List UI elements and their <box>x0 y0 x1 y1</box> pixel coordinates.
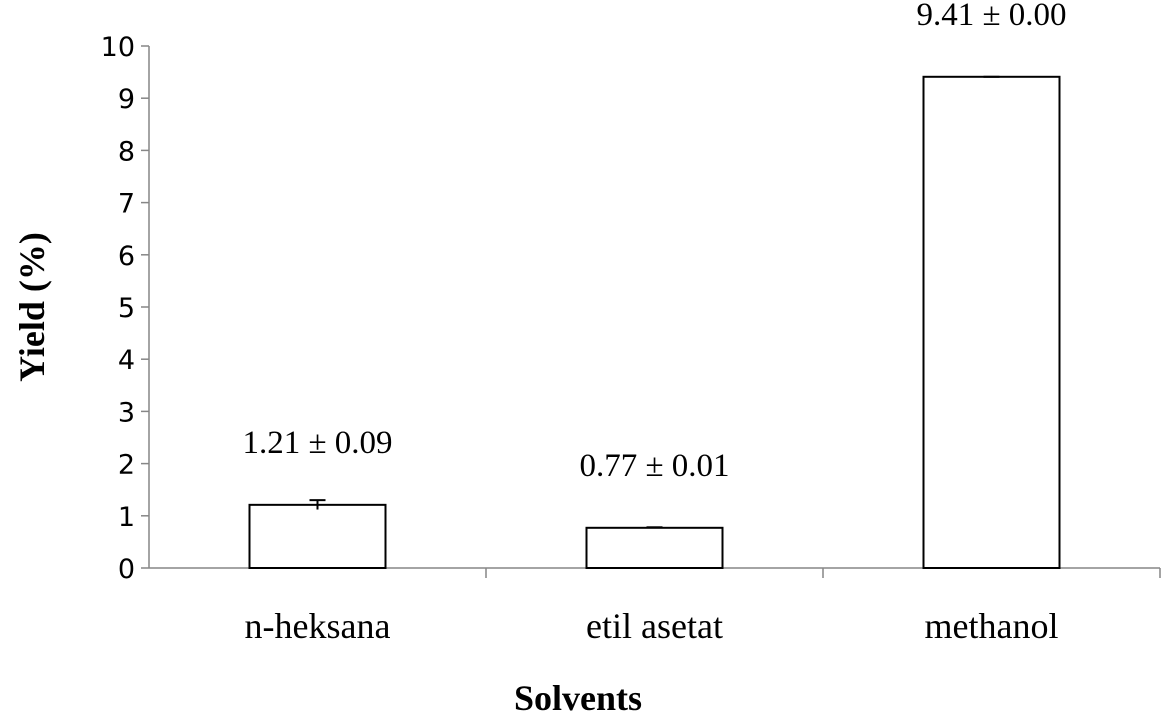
y-tick-label: 8 <box>118 136 135 167</box>
bars-group <box>248 75 1061 570</box>
category-label: n-heksana <box>245 606 391 646</box>
y-tick-label: 2 <box>118 450 135 481</box>
bar <box>585 526 724 570</box>
y-tick-label: 5 <box>118 293 135 324</box>
y-tick-label: 0 <box>118 554 135 585</box>
x-axis-title: Solvents <box>514 678 642 718</box>
bar <box>248 503 387 570</box>
y-tick-label: 3 <box>118 397 135 428</box>
bar <box>922 75 1061 569</box>
y-tick-label: 1 <box>118 502 135 533</box>
category-label: methanol <box>925 606 1059 646</box>
data-label: 0.77 ± 0.01 <box>579 448 729 484</box>
y-axis-ticks: 0 1 2 3 4 5 6 7 8 9 10 <box>101 32 149 585</box>
category-label: etil asetat <box>586 606 723 646</box>
category-labels-group: n-heksana etil asetat methanol <box>245 606 1059 646</box>
data-label: 1.21 ± 0.09 <box>242 425 392 461</box>
y-tick-label: 9 <box>118 84 135 115</box>
data-labels-group: 1.21 ± 0.09 0.77 ± 0.01 9.41 ± 0.00 <box>242 0 1066 484</box>
y-tick-label: 6 <box>118 241 135 272</box>
y-tick-label: 10 <box>101 32 135 63</box>
data-label: 9.41 ± 0.00 <box>916 0 1066 33</box>
y-axis-title: Yield (%) <box>12 232 52 382</box>
x-axis-ticks <box>485 568 1161 578</box>
y-tick-label: 7 <box>118 189 135 220</box>
y-tick-label: 4 <box>118 345 135 376</box>
error-bars-group <box>309 75 1000 529</box>
